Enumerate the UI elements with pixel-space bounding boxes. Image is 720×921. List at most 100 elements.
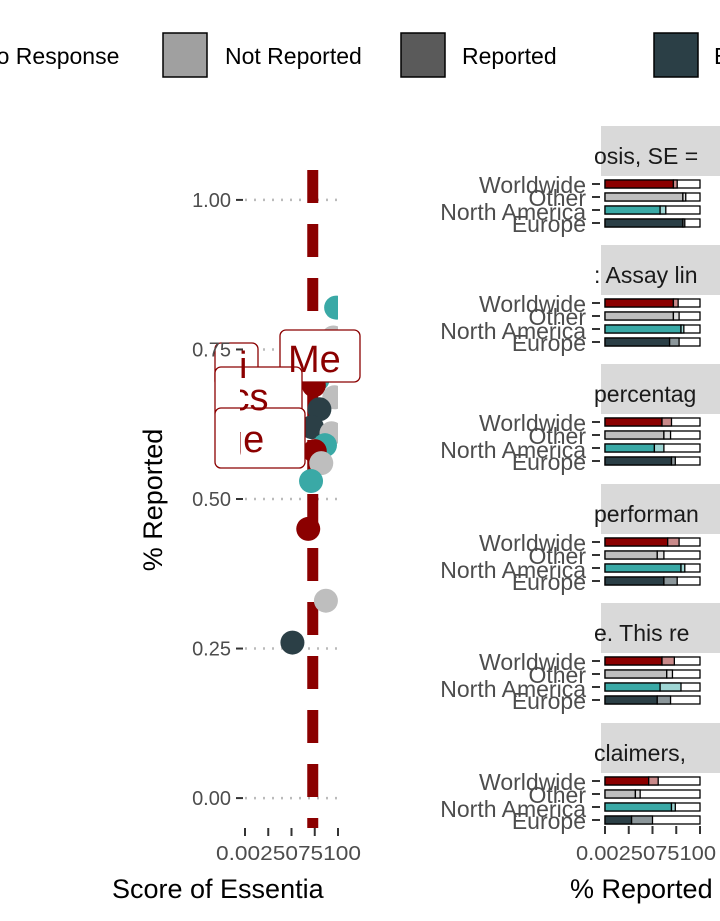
scatter-point-13 bbox=[296, 516, 321, 541]
facet-5-bar-reported-3 bbox=[604, 815, 633, 825]
facet-3-cat-2: North America bbox=[440, 557, 586, 583]
facet-0-bar-notreported-1 bbox=[682, 192, 687, 202]
facet-strip-0 bbox=[601, 126, 720, 176]
facet-1-bar-notreported-1 bbox=[672, 311, 680, 321]
facet-4-bar-notreported-1 bbox=[666, 669, 674, 679]
scatter-point-7 bbox=[299, 415, 324, 440]
legend-label-1: Not Reported bbox=[225, 43, 362, 69]
facet-1-bar-notreported-2 bbox=[680, 324, 685, 334]
scatter-panel: Mesiicsge 0.00 0.25 0.50 0.75 1.00 0.002507510… bbox=[112, 170, 361, 904]
facet-4-bar-notreported-3 bbox=[656, 695, 672, 705]
legend-label-3: E bbox=[714, 43, 720, 69]
facet-3-bar-reported-0 bbox=[604, 537, 669, 547]
facet-5-bar-notreported-1 bbox=[634, 789, 641, 799]
scatter-point-12 bbox=[299, 469, 324, 494]
facet-3-bar-reported-1 bbox=[604, 550, 658, 560]
facet-2-bar-reported-1 bbox=[604, 430, 665, 440]
annotation-label-3: ge bbox=[222, 419, 264, 461]
facet-title-0: osis, SE = bbox=[594, 143, 698, 169]
scatter-plot-area bbox=[245, 170, 338, 828]
facet-strip-4 bbox=[601, 603, 720, 653]
annotation-box-3 bbox=[214, 407, 306, 469]
legend-label-2: Reported bbox=[462, 43, 557, 69]
facet-2-bar-notreported-3 bbox=[670, 456, 676, 466]
facet-4-cat-1: Other bbox=[528, 662, 586, 688]
scatter-point-14 bbox=[313, 588, 338, 613]
facet-0-bar-reported-1 bbox=[604, 192, 684, 202]
facet-1-bar-notreported-0 bbox=[672, 298, 679, 308]
facet-2-cat-0: Worldwide bbox=[479, 410, 586, 436]
facet-5-cat-0: Worldwide bbox=[479, 769, 586, 795]
scatter-point-15 bbox=[280, 630, 305, 655]
facet-4-cat-2: North America bbox=[440, 676, 586, 702]
annotation-group bbox=[214, 329, 361, 469]
facet-3-bar-notreported-3 bbox=[663, 576, 678, 586]
annotation-label-1: si bbox=[220, 345, 247, 387]
facet-3-bar-notreported-2 bbox=[680, 563, 686, 573]
facet-0-bar-notreported-2 bbox=[659, 205, 667, 215]
facet-2-bar-reported-2 bbox=[604, 443, 656, 453]
facet-4-bar-reported-2 bbox=[604, 682, 661, 692]
y-tick-label-2: 0.50 bbox=[192, 489, 231, 511]
scatter-point-0 bbox=[324, 295, 338, 320]
facet-1-bar-reported-1 bbox=[604, 311, 675, 321]
scatter-point-6 bbox=[307, 397, 332, 422]
y-tick-label-4: 1.00 bbox=[192, 190, 231, 212]
legend-key-1 bbox=[162, 32, 208, 78]
annotation-label-2: ics bbox=[222, 377, 268, 419]
facet-5-cat-3: Europe bbox=[512, 808, 586, 834]
facet-4-bar-reported-3 bbox=[604, 695, 658, 705]
facet-1-bar-reported-3 bbox=[604, 337, 671, 347]
facet-strip-3 bbox=[601, 484, 720, 534]
facet-1-cat-3: Europe bbox=[512, 330, 586, 356]
facet-5-bar-notreported-2 bbox=[670, 802, 676, 812]
facet-3-cat-1: Other bbox=[528, 543, 586, 569]
facet-strip-1 bbox=[601, 245, 720, 295]
facet-title-2: percentag bbox=[594, 381, 696, 407]
facet-2-bar-notreported-1 bbox=[663, 430, 672, 440]
facet-1-bar-notreported-3 bbox=[668, 337, 680, 347]
facet-1-cat-1: Other bbox=[528, 304, 586, 330]
facet-5-bar-reported-1 bbox=[604, 789, 637, 799]
facet-0-cat-0: Worldwide bbox=[479, 172, 586, 198]
facet-4-bar-notreported-0 bbox=[661, 656, 676, 666]
facet-0-cat-1: Other bbox=[528, 185, 586, 211]
x-axis-title: Score of Essentia bbox=[112, 874, 325, 904]
facet-title-1: : Assay lin bbox=[594, 262, 698, 288]
facet-3-cat-3: Europe bbox=[512, 569, 586, 595]
facet-5-bar-reported-2 bbox=[604, 802, 673, 812]
facet-3-cat-0: Worldwide bbox=[479, 530, 586, 556]
facet-4-cat-0: Worldwide bbox=[479, 649, 586, 675]
facet-2-bar-notreported-2 bbox=[653, 443, 665, 453]
facet-4-cat-3: Europe bbox=[512, 688, 586, 714]
facet-5-bar-reported-0 bbox=[604, 776, 650, 786]
facet-title-5: claimers, bbox=[594, 740, 686, 766]
facet-1-cat-2: North America bbox=[440, 318, 586, 344]
facet-strip-5 bbox=[601, 723, 720, 773]
facet-4-bar-reported-0 bbox=[604, 656, 663, 666]
facet-4-bar-reported-1 bbox=[604, 669, 668, 679]
x-tick-labels: 0.0025075100 bbox=[216, 843, 361, 865]
facet-title-4: e. This re bbox=[594, 620, 689, 646]
facet-0-cat-3: Europe bbox=[512, 211, 586, 237]
y-tick-label-1: 0.25 bbox=[192, 639, 231, 661]
facet-2-cat-3: Europe bbox=[512, 449, 586, 475]
facet-strip-2 bbox=[601, 364, 720, 414]
facet-3-bar-reported-2 bbox=[604, 563, 682, 573]
legend: No Response Not Reported Reported E bbox=[0, 32, 720, 78]
facet-0-bar-reported-2 bbox=[604, 205, 661, 215]
facet-5-bar-notreported-3 bbox=[630, 815, 654, 825]
y-axis-title: % Reported bbox=[138, 429, 168, 572]
legend-label-0: No Response bbox=[0, 43, 119, 69]
facet-1-cat-0: Worldwide bbox=[479, 291, 586, 317]
facet-5-bar-notreported-0 bbox=[648, 776, 659, 786]
scatter-point-11 bbox=[309, 451, 334, 476]
